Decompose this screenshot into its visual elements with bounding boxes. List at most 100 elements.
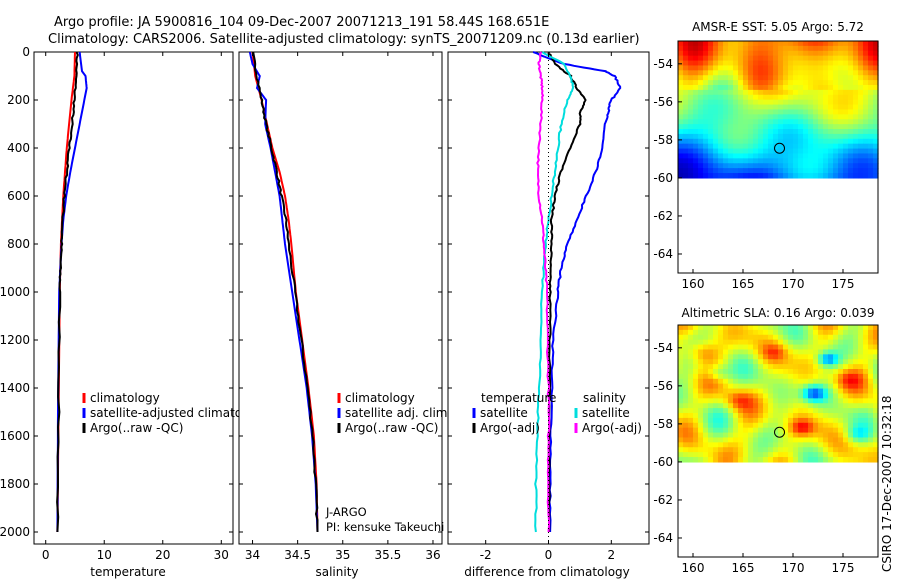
sla-field-cell <box>718 408 724 414</box>
sst-field-cell <box>733 129 739 135</box>
sla-field-cell <box>813 447 819 453</box>
sst-field-cell <box>823 99 829 106</box>
sla-field-cell <box>688 408 694 414</box>
sst-field-cell <box>688 114 694 120</box>
sst-field-cell <box>863 143 869 150</box>
sla-field-cell <box>773 417 779 424</box>
sst-field-cell <box>788 99 794 106</box>
sla-field <box>678 325 879 463</box>
sst-field-cell <box>853 80 859 86</box>
sst-field-cell <box>688 104 694 111</box>
sst-field-cell <box>788 80 794 86</box>
sla-field-cell <box>703 437 709 443</box>
sla-field-cell <box>683 457 689 463</box>
sst-field-cell <box>738 41 744 47</box>
sla-field-cell <box>858 452 864 458</box>
sst-field-cell <box>723 50 729 57</box>
sst-field-cell <box>718 163 724 169</box>
sla-field-cell <box>823 422 829 429</box>
sla-field-cell <box>698 329 704 336</box>
sla-field-cell <box>748 452 754 458</box>
sst-field-cell <box>748 94 754 101</box>
sla-field-cell <box>688 344 694 351</box>
sst-field-cell <box>733 55 739 62</box>
sla-field-cell <box>753 378 759 385</box>
sst-field-cell <box>763 75 769 81</box>
sst-field-cell <box>838 109 844 115</box>
sst-field-cell <box>873 70 879 76</box>
sla-field-cell <box>808 432 814 439</box>
sst-field-cell <box>753 153 759 159</box>
sst-field-cell <box>828 70 834 76</box>
sst-field-cell <box>758 109 764 115</box>
sla-field-cell <box>763 452 769 458</box>
sla-field-cell <box>723 403 729 409</box>
sla-field-cell <box>763 408 769 414</box>
sla-field-cell <box>853 398 859 404</box>
sst-field-cell <box>748 55 754 62</box>
sst-field-cell <box>798 89 804 96</box>
sst-argo-marker <box>774 142 786 154</box>
sla-field-cell <box>828 408 834 414</box>
sla-field-cell <box>808 325 814 331</box>
sla-field-cell <box>853 325 859 331</box>
sla-field-cell <box>738 457 744 463</box>
sst-field-cell <box>863 45 869 52</box>
sla-field-cell <box>758 422 764 429</box>
sla-field-cell <box>773 344 779 351</box>
sla-field-cell <box>758 378 764 385</box>
sla-field-cell <box>843 393 849 399</box>
sst-field-cell <box>713 85 719 91</box>
sst-field-cell <box>713 104 719 111</box>
sst-field-cell <box>778 133 784 140</box>
sla-field-cell <box>793 378 799 385</box>
sst-field-cell <box>718 119 724 125</box>
sst-field-cell <box>793 158 799 164</box>
sst-field-cell <box>853 124 859 130</box>
sst-field-cell <box>728 109 734 115</box>
sst-field-cell <box>743 133 749 140</box>
sla-field-cell <box>703 359 709 365</box>
sla-field-cell <box>853 364 859 370</box>
diff-series-temperature-satellite <box>532 51 622 533</box>
sst-field-cell <box>693 133 699 140</box>
sla-field-cell <box>848 417 854 424</box>
sst-field-cell <box>688 94 694 101</box>
sst-field-cell <box>743 143 749 150</box>
sla-field-cell <box>858 427 864 434</box>
sla-field-cell <box>783 373 789 380</box>
sst-field-cell <box>813 50 819 57</box>
sla-field-cell <box>723 432 729 439</box>
sst-field-cell <box>838 133 844 140</box>
sla-field-cell <box>713 344 719 351</box>
sla-field-cell <box>728 398 734 404</box>
sla-field-cell <box>853 329 859 336</box>
sst-field-cell <box>748 75 754 81</box>
sst-field-cell <box>728 80 734 86</box>
sst-field-cell <box>753 173 759 179</box>
sst-field-cell <box>768 80 774 86</box>
sst-field-cell <box>788 45 794 52</box>
sla-map-ticks: 160 165 170 175-54-56-58-60-62-64 <box>653 341 854 575</box>
sst-field-cell <box>833 129 839 135</box>
sla-field-cell <box>713 413 719 419</box>
sla-field-cell <box>853 373 859 380</box>
sla-field-cell <box>688 447 694 453</box>
sla-field-cell <box>728 369 734 375</box>
sla-field-cell <box>823 442 829 448</box>
sst-field-cell <box>828 133 834 140</box>
sla-field-cell <box>708 354 714 360</box>
sla-field-cell <box>693 447 699 453</box>
sst-field-cell <box>718 75 724 81</box>
sst-field-cell <box>758 114 764 120</box>
sst-field-cell <box>768 114 774 120</box>
sst-field-cell <box>683 148 689 155</box>
sst-field-cell <box>858 114 864 120</box>
sst-field-cell <box>783 99 789 106</box>
sla-field-cell <box>798 408 804 414</box>
sst-field-cell <box>758 138 764 145</box>
sla-field-cell <box>828 442 834 448</box>
sst-field-cell <box>738 94 744 101</box>
sst-field-cell <box>753 114 759 120</box>
sla-field-cell <box>718 447 724 453</box>
